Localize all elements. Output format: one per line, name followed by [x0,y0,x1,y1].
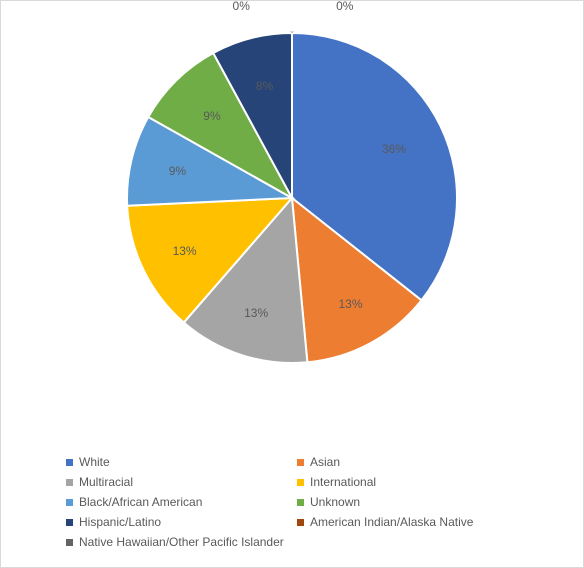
legend-item: Multiracial [66,475,287,489]
legend-label: Asian [310,455,340,469]
legend-swatch [66,479,73,486]
legend-swatch [66,519,73,526]
slice-label: 36% [382,142,406,156]
legend-item: Unknown [297,495,518,509]
pie-svg [125,31,459,365]
legend-item: Black/African American [66,495,287,509]
slice-label: 13% [173,244,197,258]
slice-label: 0% [336,0,353,13]
legend-item: Hispanic/Latino [66,515,287,529]
legend-swatch [66,539,73,546]
legend-label: International [310,475,376,489]
legend-item: International [297,475,518,489]
demographics-pie-chart: 36% 13% 13% 13% 9% 9% 8% 0% 0% White Asian Multira… [0,0,584,568]
legend-swatch [297,479,304,486]
legend-item: White [66,455,287,469]
slice-label: 9% [169,164,186,178]
slice-label: 13% [244,306,268,320]
legend-label: Native Hawaiian/Other Pacific Islander [79,535,284,549]
slice-label: 9% [203,109,220,123]
slice-label: 13% [338,297,362,311]
legend-label: Multiracial [79,475,133,489]
legend-swatch [297,519,304,526]
slice-label: 0% [233,0,250,13]
legend-label: Unknown [310,495,360,509]
pie-container [125,31,459,370]
legend-swatch [297,499,304,506]
legend-swatch [66,459,73,466]
legend-swatch [297,459,304,466]
legend-label: Hispanic/Latino [79,515,161,529]
legend-item: Native Hawaiian/Other Pacific Islander [66,535,287,549]
legend-swatch [66,499,73,506]
legend-item: American Indian/Alaska Native [297,515,518,529]
legend-label: White [79,455,110,469]
legend-item: Asian [297,455,518,469]
slice-label: 8% [256,79,273,93]
legend: White Asian Multiracial International Black/… [66,455,518,549]
legend-label: Black/African American [79,495,202,509]
legend-label: American Indian/Alaska Native [310,515,473,529]
